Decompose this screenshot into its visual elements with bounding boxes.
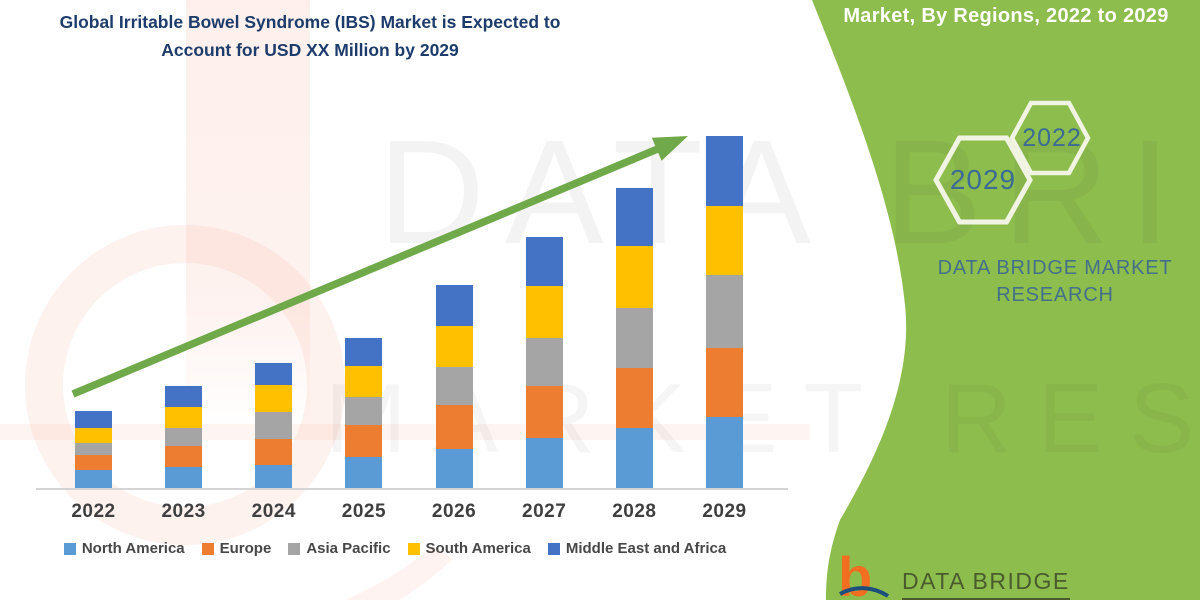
bar-segment-europe-2026	[435, 404, 473, 449]
bar-segment-south-america-2027	[525, 285, 563, 339]
legend-item-europe: Europe	[201, 540, 272, 557]
x-axis-label-2024: 2024	[251, 501, 296, 522]
bar-segment-asia-pacific-2024	[255, 412, 293, 440]
bar-segment-south-america-2029	[705, 206, 743, 276]
panel-brand-tagline: DATA BRIDGE MARKET RESEARCH	[920, 255, 1190, 309]
bar-segment-europe-2022	[75, 454, 112, 471]
panel-brand-tagline-line1: DATA BRIDGE MARKET	[937, 257, 1173, 279]
legend-label: Middle East and Africa	[565, 540, 727, 557]
x-axis-label-2023: 2023	[161, 501, 206, 522]
bar-segment-asia-pacific-2026	[435, 366, 473, 405]
footer-logo-mark: b	[838, 552, 890, 600]
legend-item-middle-east-and-africa: Middle East and Africa	[547, 540, 727, 557]
bar-segment-middle-east-and-africa-2022	[75, 410, 112, 428]
x-axis-line	[36, 488, 788, 490]
footer-brand-logo: b DATA BRIDGE	[836, 552, 1070, 600]
plot-area: 2022 2023 2024 2025 2026 2027 2028 2029	[71, 136, 747, 522]
footer-logo-text: DATA BRIDGE	[902, 568, 1070, 600]
bar-segment-north-america-2025	[345, 457, 383, 488]
hexagon-2029-outline	[933, 135, 1033, 225]
bar-segment-south-america-2024	[255, 384, 293, 413]
panel-heading: Market, By Regions, 2022 to 2029	[843, 5, 1169, 27]
legend-label: Europe	[219, 540, 272, 557]
bar-segment-asia-pacific-2023	[165, 427, 203, 447]
bar-segment-middle-east-and-africa-2025	[345, 338, 383, 366]
legend-swatch	[63, 542, 76, 555]
bar-segment-europe-2029	[705, 347, 743, 418]
bar-segment-middle-east-and-africa-2023	[165, 386, 203, 408]
bar-segment-europe-2028	[615, 368, 653, 429]
legend-label: Asia Pacific	[306, 540, 391, 557]
panel-brand-tagline-line2: RESEARCH	[996, 284, 1114, 306]
bar-segment-north-america-2028	[615, 428, 653, 488]
chart-title-line1: Global Irritable Bowel Syndrome (IBS) Ma…	[59, 12, 561, 32]
bar-segment-south-america-2023	[165, 407, 203, 428]
legend-swatch	[288, 542, 301, 555]
chart-title: Global Irritable Bowel Syndrome (IBS) Ma…	[20, 8, 600, 64]
legend-label: North America	[81, 540, 185, 557]
bar-segment-middle-east-and-africa-2029	[705, 136, 743, 207]
bar-segment-asia-pacific-2025	[345, 396, 383, 426]
bar-segment-south-america-2026	[435, 326, 473, 367]
x-axis-label-2022: 2022	[71, 501, 116, 522]
bar-segment-asia-pacific-2028	[615, 307, 653, 369]
hexagons-graphic	[933, 100, 1091, 225]
chart-legend: North America Europe Asia Pacific South Ame…	[0, 540, 790, 557]
legend-item-south-america: South America	[407, 540, 531, 557]
bar-segment-north-america-2027	[525, 438, 563, 488]
bar-segment-europe-2025	[345, 425, 383, 458]
legend-swatch	[547, 542, 560, 555]
bar-segment-south-america-2022	[75, 427, 112, 443]
bar-segment-south-america-2028	[615, 245, 653, 308]
bar-segment-middle-east-and-africa-2027	[525, 236, 563, 286]
green-panel-shape	[812, 0, 1200, 600]
bar-segment-north-america-2023	[165, 467, 203, 488]
x-axis-label-2027: 2027	[522, 501, 567, 522]
hexagon-2022-outline	[1009, 100, 1091, 176]
legend-swatch	[201, 542, 214, 555]
bar-segment-europe-2024	[255, 439, 293, 466]
legend-item-north-america: North America	[63, 540, 185, 557]
bar-segment-middle-east-and-africa-2028	[615, 187, 653, 246]
watermark-underline-band	[0, 424, 810, 440]
hexagon-2029-label: 2029	[949, 164, 1017, 195]
hexagon-2022-label: 2022	[1022, 124, 1082, 152]
footer-logo-swoosh	[839, 586, 890, 598]
bar-segment-south-america-2025	[345, 365, 383, 397]
bar-segment-north-america-2022	[75, 470, 112, 488]
bar-segment-middle-east-and-africa-2024	[255, 362, 293, 385]
bar-segment-europe-2027	[525, 386, 563, 438]
bar-segment-asia-pacific-2029	[705, 275, 743, 348]
x-axis-label-2025: 2025	[341, 501, 387, 522]
legend-swatch	[407, 542, 420, 555]
bar-segment-asia-pacific-2027	[525, 338, 563, 387]
bar-segment-europe-2023	[165, 446, 203, 468]
bar-segment-asia-pacific-2022	[75, 442, 112, 455]
x-axis-label-2026: 2026	[431, 501, 477, 522]
chart-title-line2: Account for USD XX Million by 2029	[161, 40, 459, 60]
bar-segment-north-america-2026	[435, 448, 473, 488]
bar-segment-north-america-2024	[255, 465, 293, 488]
x-axis-label-2028: 2028	[612, 501, 657, 522]
bar-segment-north-america-2029	[705, 417, 743, 488]
bar-segment-middle-east-and-africa-2026	[435, 284, 473, 327]
legend-item-asia-pacific: Asia Pacific	[288, 540, 391, 557]
x-axis-label-2029: 2029	[702, 501, 747, 522]
legend-label: South America	[425, 540, 531, 557]
